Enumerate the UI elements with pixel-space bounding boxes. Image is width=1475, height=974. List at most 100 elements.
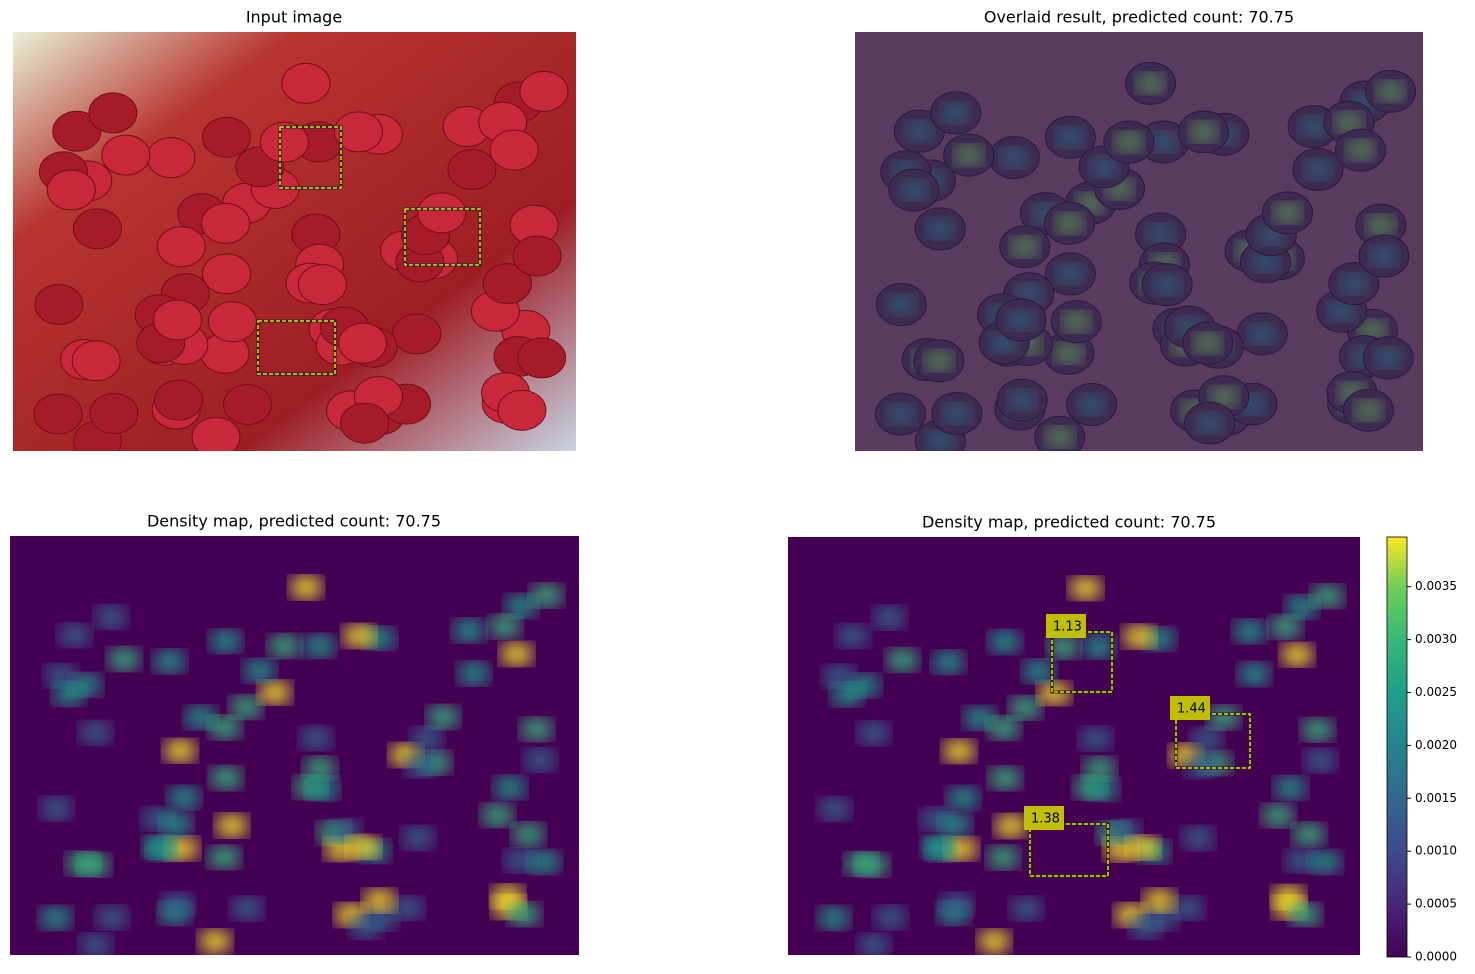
density-blob [405, 754, 438, 777]
density-blob [481, 804, 514, 827]
density-blob [1182, 827, 1215, 850]
density-blob [817, 907, 850, 930]
count-label: 1.38 [1031, 812, 1060, 827]
density-blob [886, 648, 919, 671]
density-blob [1285, 595, 1318, 618]
strawberry [146, 137, 196, 179]
density-blob [1000, 147, 1029, 168]
strawberry [101, 134, 151, 176]
panel-title: Density map, predicted count: 70.75 [147, 512, 441, 531]
density-blob [161, 893, 194, 916]
density-blob [1086, 778, 1119, 801]
density-blob [1008, 390, 1037, 411]
density-blob [1171, 897, 1204, 920]
density-blob [857, 934, 890, 955]
density-blob [1136, 73, 1165, 94]
density-blob [1114, 132, 1143, 153]
colorbar [1386, 536, 1408, 958]
density-blob [1056, 263, 1085, 284]
density-blob [268, 635, 301, 658]
density-blob [942, 740, 975, 763]
density-blob [457, 662, 490, 685]
density-blob [329, 820, 362, 843]
density-blob [209, 766, 242, 789]
density-blob [1143, 889, 1176, 912]
density-blob [303, 757, 336, 780]
density-blob [926, 431, 955, 451]
density-blob [530, 584, 563, 607]
density-blob [1009, 696, 1042, 719]
panel-title: Input image [246, 8, 342, 27]
density-blob [215, 814, 248, 837]
density-blob [1149, 131, 1178, 152]
density-map [10, 536, 579, 955]
density-blob [504, 849, 537, 872]
density-blob [1006, 309, 1035, 330]
strawberry [340, 402, 390, 444]
density-blob [887, 294, 916, 315]
density-blob [947, 787, 980, 810]
density-blob [508, 903, 541, 926]
strawberry [156, 226, 206, 268]
colorbar-tick-label: 0.0030 [1415, 632, 1457, 646]
count-label-bg [1046, 614, 1086, 638]
density-blob [1303, 159, 1332, 180]
density-blob [1369, 245, 1398, 266]
density-blob [493, 776, 526, 799]
strawberry [202, 253, 252, 295]
density-blob [1056, 127, 1085, 148]
density-blob [1062, 311, 1091, 332]
density-blob [831, 683, 864, 706]
density-blob [505, 595, 538, 618]
density-blob [58, 624, 91, 647]
density-blob [1327, 301, 1356, 322]
strawberry [297, 264, 347, 306]
density-blob [512, 823, 545, 846]
strawberry [207, 301, 257, 343]
strawberry [333, 111, 383, 153]
density-blob [209, 630, 242, 653]
density-blob [1248, 323, 1277, 344]
density-blob [1207, 706, 1240, 729]
density-blob [1045, 427, 1074, 448]
density-blob [96, 906, 129, 929]
colorbar-tick-label: 0.0000 [1415, 950, 1457, 964]
density-blob [942, 403, 971, 424]
density-blob [988, 631, 1021, 654]
strawberry [447, 148, 497, 190]
density-blob [905, 121, 934, 142]
strawberry [89, 392, 139, 434]
density-blob [153, 650, 186, 673]
density-blob [349, 916, 382, 939]
density-blob [836, 625, 869, 648]
density-blob [1238, 663, 1271, 686]
density-blob [520, 718, 553, 741]
density-blob [1311, 585, 1344, 608]
density-blob [143, 835, 176, 858]
density-blob [1108, 820, 1141, 843]
density-blob [1281, 643, 1314, 666]
density-blob [1055, 213, 1084, 234]
density-blob [1146, 224, 1175, 245]
density-blob [1077, 394, 1106, 415]
density-blob [1195, 413, 1224, 434]
density-blob [40, 797, 73, 820]
exemplar-box [1175, 713, 1251, 769]
exemplar-box [257, 320, 336, 375]
strawberry [482, 263, 532, 305]
strawberry [154, 379, 204, 421]
density-blob [1269, 616, 1302, 639]
density-blob [987, 716, 1020, 739]
density-blob [1082, 635, 1115, 658]
density-blob [1153, 274, 1182, 295]
density-blob [208, 716, 241, 739]
density-blob [79, 721, 112, 744]
density-blob [230, 696, 263, 719]
density-blob [886, 404, 915, 425]
density-blob [1209, 386, 1238, 407]
density-blob [160, 812, 193, 835]
density-blob [1193, 333, 1222, 354]
density-map [788, 537, 1360, 955]
density-blob [1191, 728, 1224, 751]
